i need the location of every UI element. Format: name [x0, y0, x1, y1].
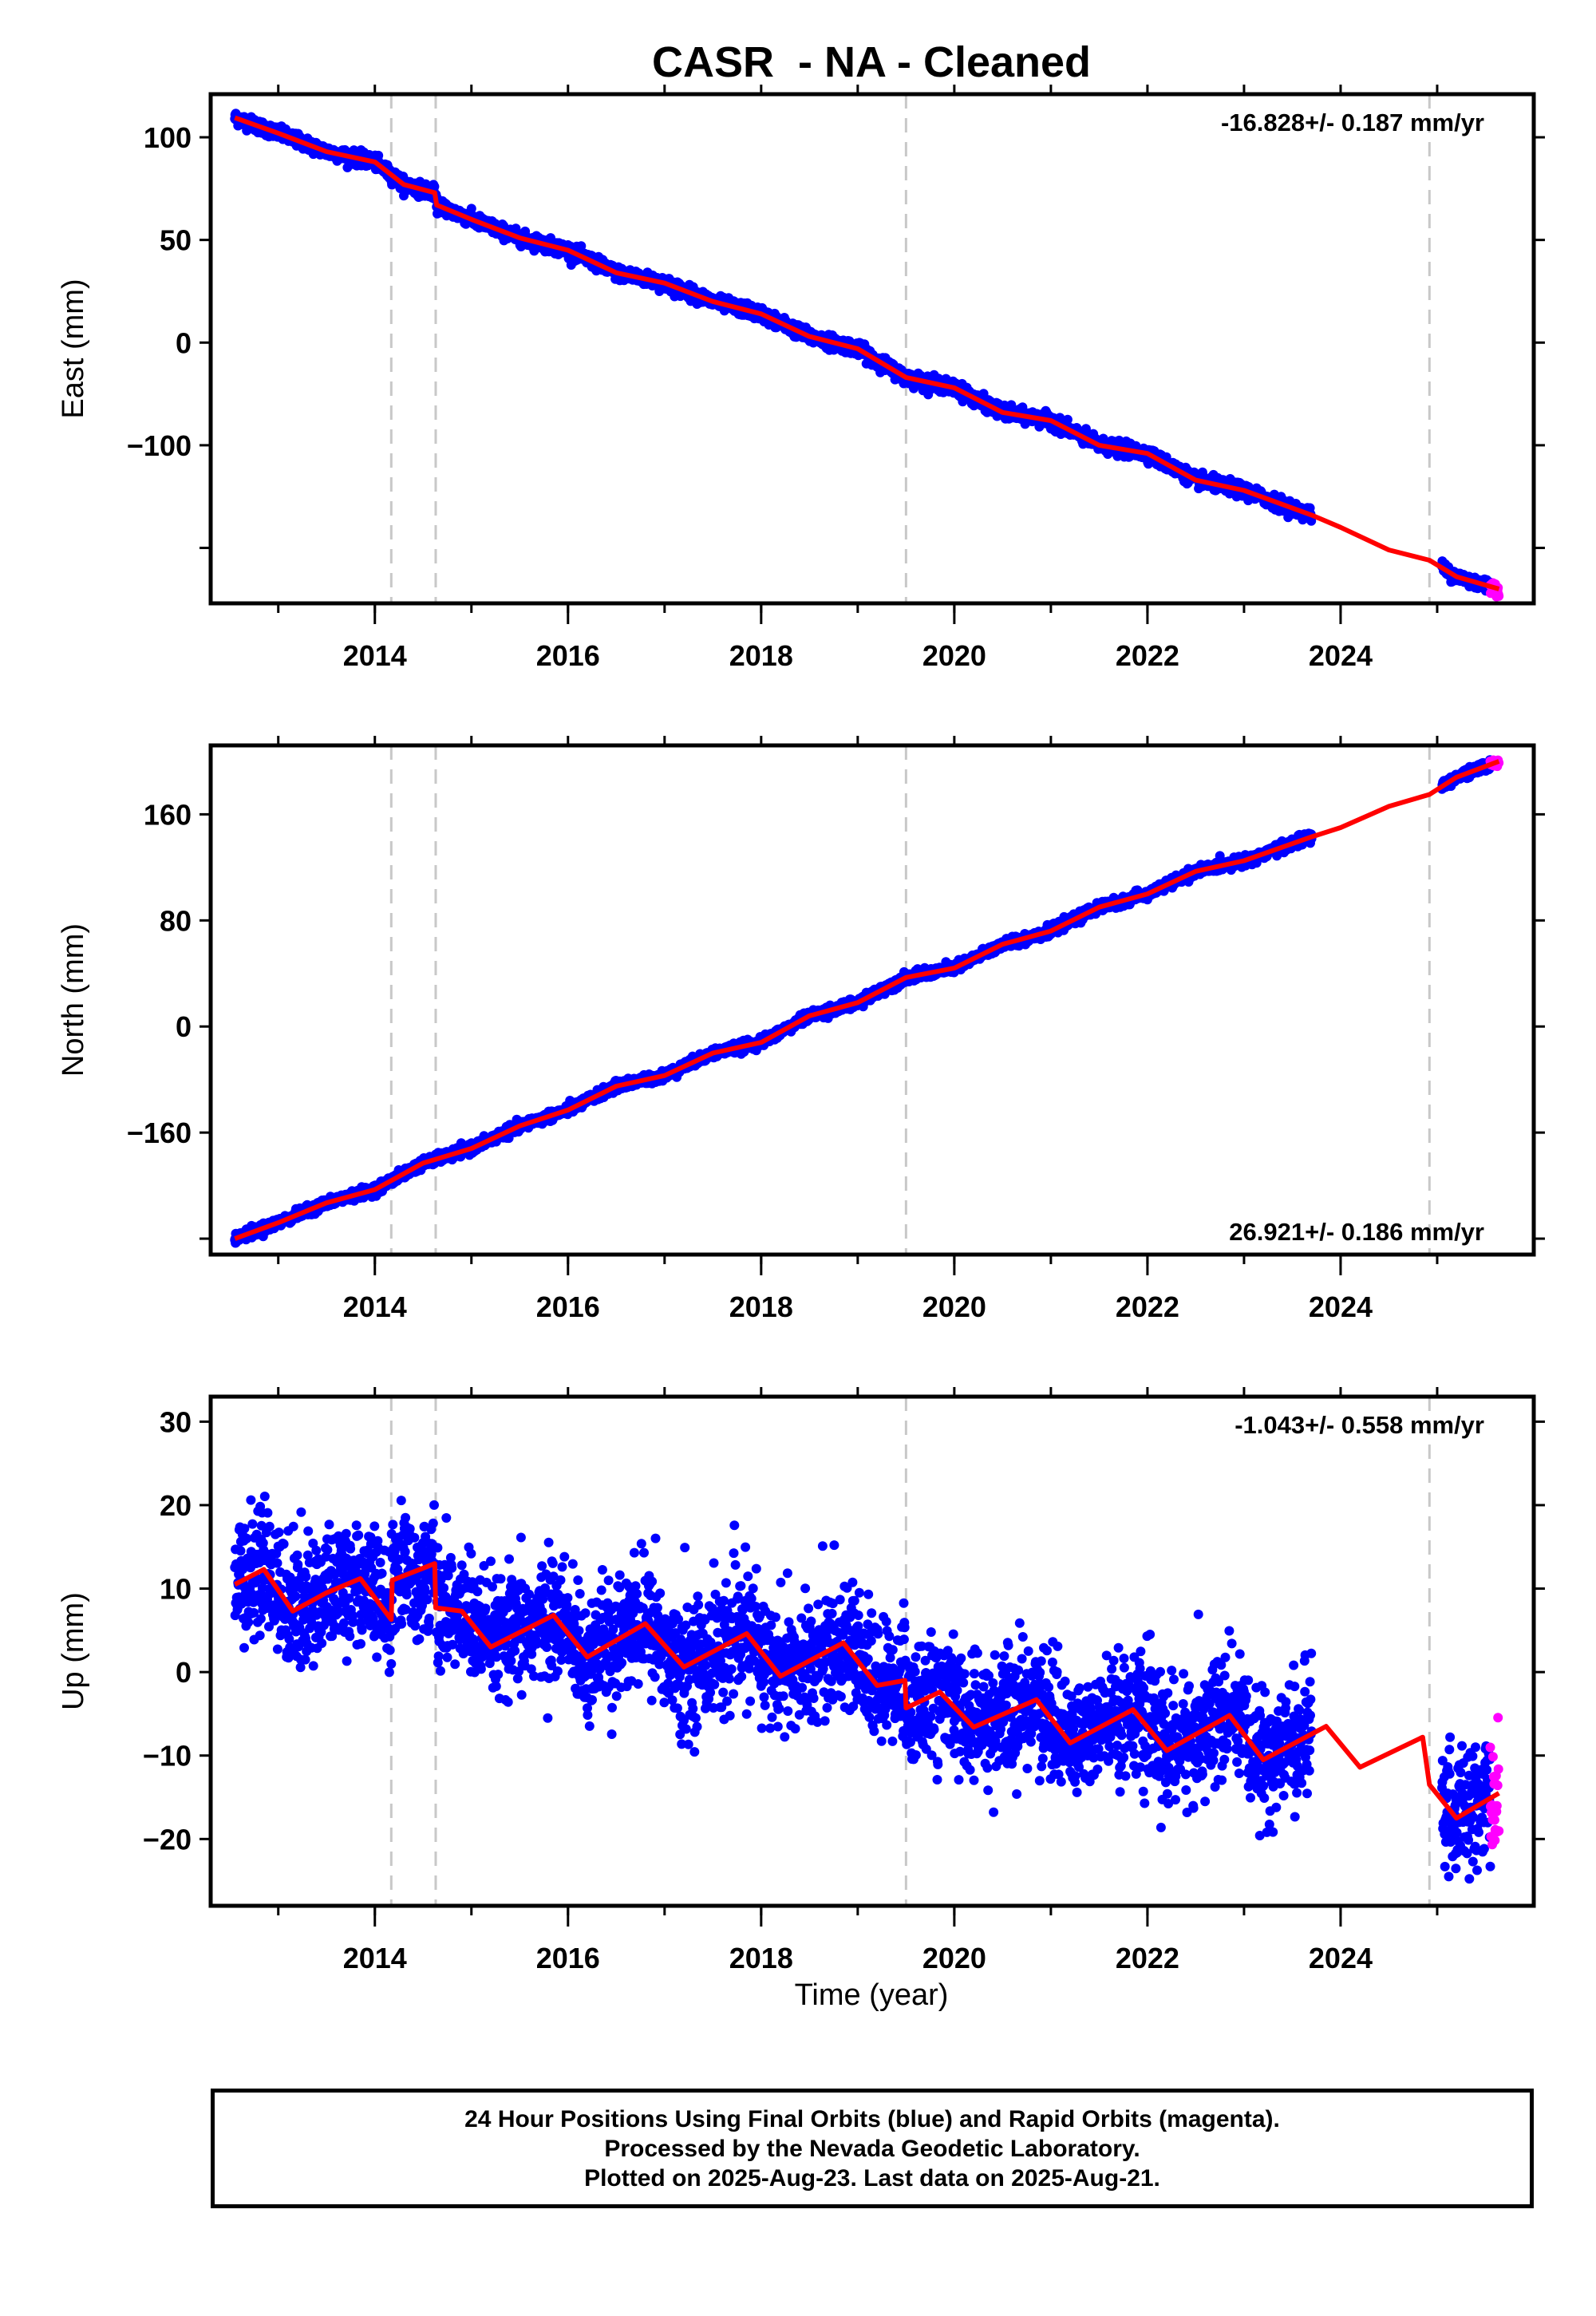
- east-y-tick-label: −100: [127, 429, 192, 462]
- east-y-tick-label: 50: [160, 224, 192, 257]
- time-series-figure: CASR - NA - Cleaned 100 50 0 −100 2014 2016 20…: [57, 38, 1545, 2012]
- east-x-tick-label: 2020: [922, 639, 986, 672]
- east-model-line: [234, 115, 1500, 591]
- north-plot-area: [230, 745, 1504, 1255]
- east-rapid-point: [1494, 591, 1504, 601]
- east-x-tick-label: 2018: [729, 639, 793, 672]
- east-x-tick-label: 2014: [343, 639, 407, 672]
- east-y-axis-label: East (mm): [57, 279, 90, 418]
- east-x-tick-label: 2024: [1309, 639, 1373, 672]
- east-panel: 100 50 0 −100 2014 2016 2018 2020 2022 2024 East (…: [57, 85, 1545, 672]
- east-final-point: [373, 150, 384, 160]
- east-final-point: [576, 241, 587, 251]
- east-x-tick-label: 2022: [1116, 639, 1179, 672]
- east-frame: [208, 92, 1536, 606]
- east-y-tick-label: 0: [176, 326, 192, 359]
- east-rate-label: -16.828+/- 0.187 mm/yr: [1221, 109, 1484, 136]
- east-final-point: [429, 181, 440, 192]
- east-final-point: [466, 204, 476, 214]
- east-x-tick-label: 2016: [536, 639, 600, 672]
- east-plot-area: [230, 94, 1504, 603]
- figure-title: CASR - NA - Cleaned: [652, 38, 1091, 86]
- east-y-tick-label: 100: [144, 121, 192, 154]
